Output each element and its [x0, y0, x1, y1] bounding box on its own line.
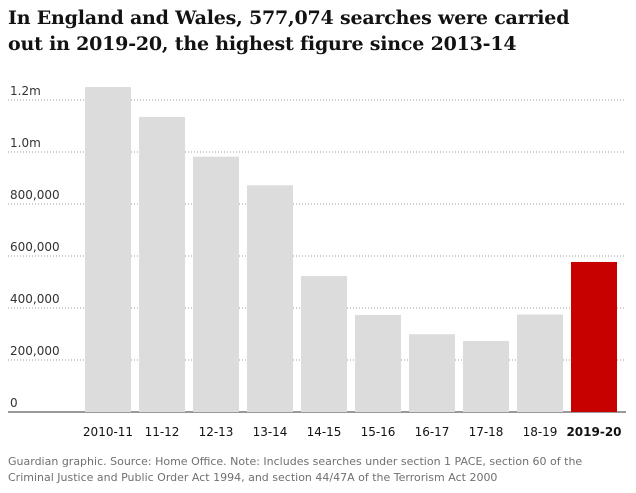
bar-2019-20 — [571, 261, 617, 412]
x-tick-label: 12-13 — [199, 425, 234, 439]
axis-labels: 0 200,000 400,000 600,000 800,000 1.0m 1.2m 201… — [10, 84, 622, 439]
bar-13-14 — [247, 185, 293, 412]
x-tick-label: 13-14 — [253, 425, 288, 439]
bar-chart: 0 200,000 400,000 600,000 800,000 1.0m 1.2m 201… — [8, 84, 626, 439]
y-tick-label: 0 — [10, 396, 18, 410]
y-tick-label: 1.0m — [10, 136, 41, 150]
bar-16-17 — [409, 334, 455, 412]
x-tick-label: 16-17 — [415, 425, 450, 439]
bar-12-13 — [193, 156, 239, 412]
y-tick-label: 800,000 — [10, 188, 60, 202]
bar-17-18 — [463, 341, 509, 412]
x-tick-label: 2010-11 — [83, 425, 133, 439]
x-tick-label: 2019-20 — [566, 425, 621, 439]
bar-11-12 — [139, 116, 185, 413]
bar-2010-11 — [85, 87, 131, 412]
chart-title: In England and Wales, 577,074 searches w… — [8, 7, 570, 55]
bars — [85, 87, 617, 413]
bar-15-16 — [355, 315, 401, 412]
y-tick-label: 400,000 — [10, 292, 60, 306]
x-tick-label: 11-12 — [145, 425, 180, 439]
bar-18-19 — [517, 314, 563, 412]
x-tick-label: 18-19 — [523, 425, 558, 439]
source-note: Guardian graphic. Source: Home Office. N… — [8, 455, 583, 484]
y-tick-label: 1.2m — [10, 84, 41, 98]
x-tick-label: 17-18 — [469, 425, 504, 439]
bar-14-15 — [301, 276, 347, 412]
y-tick-label: 600,000 — [10, 240, 60, 254]
x-tick-label: 15-16 — [361, 425, 396, 439]
x-tick-label: 14-15 — [307, 425, 342, 439]
y-tick-label: 200,000 — [10, 344, 60, 358]
